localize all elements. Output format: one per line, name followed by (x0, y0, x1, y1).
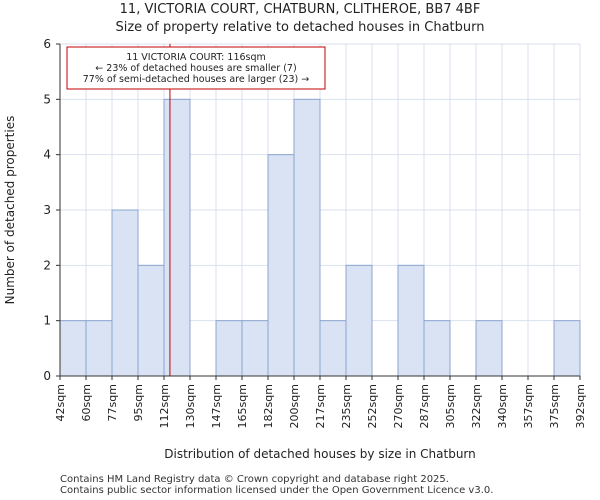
x-tick-label: 357sqm (522, 384, 535, 428)
x-tick-label: 112sqm (158, 384, 171, 428)
chart-title: 11, VICTORIA COURT, CHATBURN, CLITHEROE,… (119, 2, 481, 17)
y-axis-label: Number of detached properties (3, 116, 17, 305)
y-tick-label: 3 (43, 203, 51, 217)
x-tick-label: 375sqm (548, 384, 561, 428)
bar (241, 320, 269, 377)
bar (215, 320, 243, 377)
x-tick-label: 95sqm (132, 384, 145, 421)
annotation-box (66, 46, 326, 90)
bar (163, 98, 191, 377)
x-tick-label: 182sqm (262, 384, 275, 428)
annotation-line: 11 VICTORIA COURT: 116sqm (126, 52, 266, 63)
bar (319, 320, 347, 377)
y-tick-label: 5 (43, 92, 51, 106)
x-tick-label: 270sqm (392, 384, 405, 428)
bar (85, 320, 113, 377)
x-tick-label: 147sqm (210, 384, 223, 428)
y-tick-label: 6 (43, 37, 51, 51)
footer-line-1: Contains HM Land Registry data © Crown c… (60, 474, 449, 485)
x-tick-label: 392sqm (574, 384, 587, 428)
bar (293, 98, 321, 377)
x-tick-label: 252sqm (366, 384, 379, 428)
x-tick-label: 305sqm (444, 384, 457, 428)
x-tick-label: 165sqm (236, 384, 249, 428)
annotation-line: ← 23% of detached houses are smaller (7) (95, 63, 296, 74)
x-tick-label: 322sqm (470, 384, 483, 428)
bar (397, 264, 425, 377)
x-axis-label: Distribution of detached houses by size … (164, 447, 476, 461)
bar (111, 209, 139, 377)
bar (475, 320, 503, 377)
footer-line-2: Contains public sector information licen… (60, 485, 494, 496)
bar (59, 320, 87, 377)
y-tick-label: 0 (43, 369, 51, 383)
bar (553, 320, 581, 377)
x-tick-label: 217sqm (314, 384, 327, 428)
annotation-line: 77% of semi-detached houses are larger (… (83, 74, 310, 85)
x-tick-label: 77sqm (106, 384, 119, 421)
x-tick-label: 42sqm (54, 384, 67, 421)
x-tick-label: 60sqm (80, 384, 93, 421)
bar (423, 320, 451, 377)
x-tick-label: 287sqm (418, 384, 431, 428)
bar (137, 264, 165, 377)
x-tick-label: 130sqm (184, 384, 197, 428)
y-tick-label: 4 (43, 148, 51, 162)
x-tick-label: 200sqm (288, 384, 301, 428)
y-tick-label: 1 (43, 314, 51, 328)
x-tick-label: 235sqm (340, 384, 353, 428)
y-tick-label: 2 (43, 258, 51, 272)
bar (267, 154, 295, 377)
bar (345, 264, 373, 377)
x-tick-label: 340sqm (496, 384, 509, 428)
chart-subtitle: Size of property relative to detached ho… (115, 20, 485, 35)
